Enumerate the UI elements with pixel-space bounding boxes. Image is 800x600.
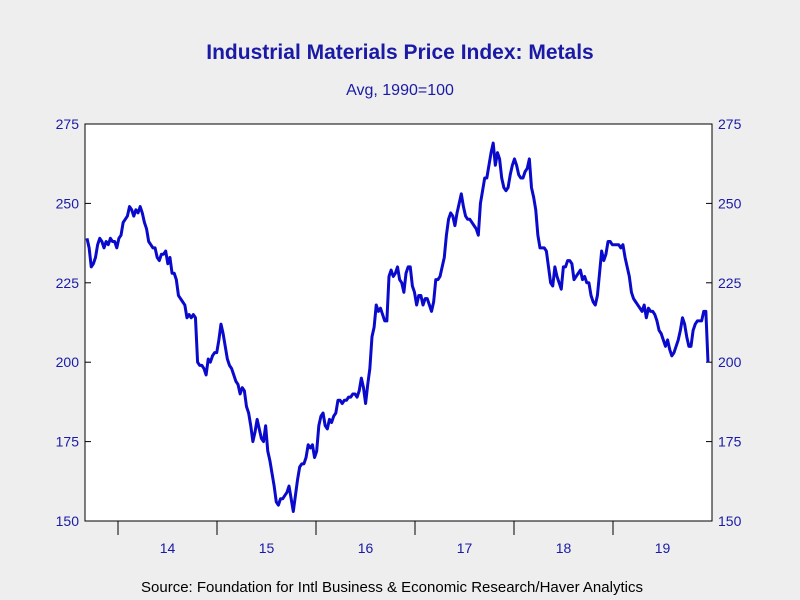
series-line-metals-index [85, 141, 710, 513]
y-axis-right: 150 175 200 225 250 275 [706, 116, 742, 529]
y-tick-label-left-275: 275 [56, 116, 80, 132]
y-tick-label-right-200: 200 [718, 354, 742, 370]
y-tick-label-left-175: 175 [56, 434, 80, 450]
x-tick-label-14: 14 [160, 540, 176, 556]
y-axis-left: 150 175 200 225 250 275 [56, 116, 91, 529]
x-tick-label-19: 19 [655, 540, 671, 556]
chart-subtitle: Avg, 1990=100 [346, 82, 454, 99]
y-tick-label-left-250: 250 [56, 195, 80, 211]
plot-area [84, 123, 713, 522]
y-tick-label-left-150: 150 [56, 513, 80, 529]
x-tick-label-17: 17 [457, 540, 473, 556]
y-tick-label-right-275: 275 [718, 116, 742, 132]
x-tick-label-18: 18 [556, 540, 572, 556]
y-tick-label-right-250: 250 [718, 195, 742, 211]
chart-title: Industrial Materials Price Index: Metals [206, 41, 593, 64]
y-tick-label-right-150: 150 [718, 513, 742, 529]
x-tick-label-15: 15 [259, 540, 275, 556]
y-tick-label-right-175: 175 [718, 434, 742, 450]
source-note: Source: Foundation for Intl Business & E… [141, 579, 643, 596]
y-tick-label-left-225: 225 [56, 275, 80, 291]
y-tick-label-right-225: 225 [718, 275, 742, 291]
y-tick-label-left-200: 200 [56, 354, 80, 370]
x-tick-label-16: 16 [358, 540, 374, 556]
x-axis: 14 15 16 17 18 19 [117, 521, 671, 556]
